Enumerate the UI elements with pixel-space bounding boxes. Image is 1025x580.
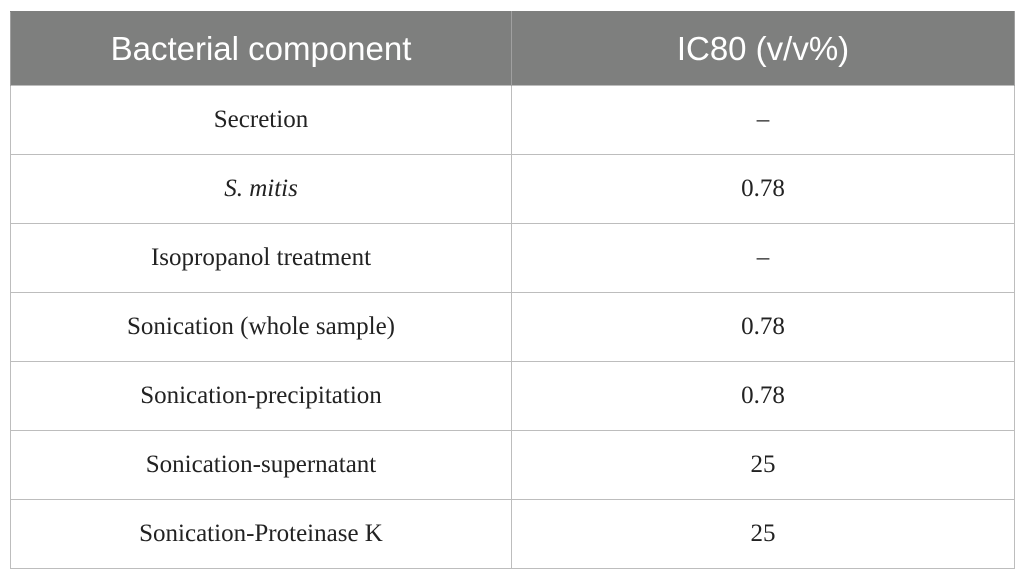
cell-component: S. mitis: [10, 154, 512, 224]
cell-component: Sonication (whole sample): [10, 292, 512, 362]
cell-ic80: 25: [511, 499, 1015, 569]
table-row: Sonication (whole sample) 0.78: [10, 292, 1015, 362]
table-row: Secretion –: [10, 85, 1015, 155]
cell-component: Secretion: [10, 85, 512, 155]
cell-ic80: 25: [511, 430, 1015, 500]
ic80-table: Bacterial component IC80 (v/v%) Secretio…: [10, 11, 1015, 569]
cell-ic80: –: [511, 223, 1015, 293]
cell-ic80: 0.78: [511, 292, 1015, 362]
cell-component: Sonication-supernatant: [10, 430, 512, 500]
table-row: S. mitis 0.78: [10, 154, 1015, 224]
table-body: Secretion – S. mitis 0.78 Isopropanol tr…: [10, 85, 1015, 569]
table-row: Sonication-Proteinase K 25: [10, 499, 1015, 569]
cell-component: Sonication-Proteinase K: [10, 499, 512, 569]
table-header: Bacterial component IC80 (v/v%): [10, 11, 1015, 86]
cell-component: Isopropanol treatment: [10, 223, 512, 293]
header-row: Bacterial component IC80 (v/v%): [10, 11, 1015, 86]
table-row: Sonication-precipitation 0.78: [10, 361, 1015, 431]
cell-ic80: 0.78: [511, 154, 1015, 224]
header-bacterial-component: Bacterial component: [10, 11, 512, 86]
table-row: Sonication-supernatant 25: [10, 430, 1015, 500]
cell-ic80: 0.78: [511, 361, 1015, 431]
cell-ic80: –: [511, 85, 1015, 155]
table-row: Isopropanol treatment –: [10, 223, 1015, 293]
cell-component: Sonication-precipitation: [10, 361, 512, 431]
header-ic80: IC80 (v/v%): [511, 11, 1015, 86]
data-table-container: Bacterial component IC80 (v/v%) Secretio…: [10, 11, 1015, 569]
